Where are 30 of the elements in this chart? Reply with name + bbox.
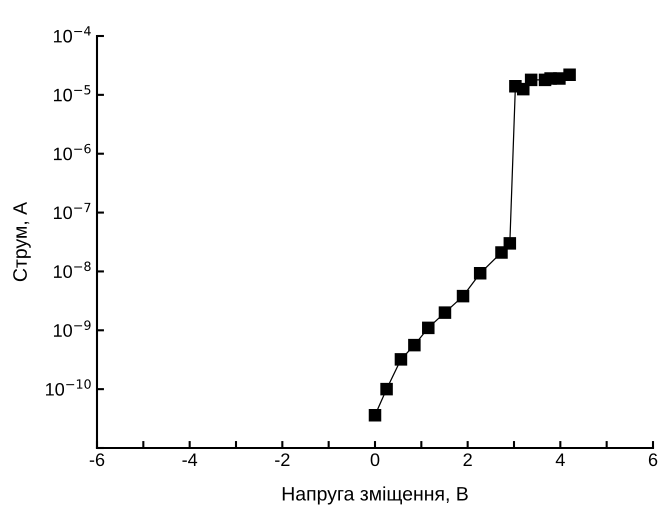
point <box>553 72 566 85</box>
x-tick-label: 6 <box>648 453 658 466</box>
y-tick-label: 10$^{−5}$ <box>54 85 90 102</box>
x-tick-label: 2 <box>464 453 472 466</box>
y-tick-label: 10$^{−8}$ <box>54 262 91 278</box>
point <box>394 353 408 366</box>
y-tick-label: 10$^{−7}$ <box>54 202 90 220</box>
point <box>474 267 486 280</box>
y-axis-title: Струм, А <box>13 202 31 282</box>
x-tick-label: -6 <box>90 453 104 466</box>
point <box>456 290 470 302</box>
point <box>504 237 516 250</box>
point <box>524 74 538 86</box>
y-tick-label: 10$^{−6}$ <box>54 144 91 160</box>
point <box>422 322 435 334</box>
x-axis-title: Напруга зміщення, В <box>282 486 468 504</box>
x-tick-label: 4 <box>556 454 565 466</box>
point <box>517 82 530 96</box>
point <box>368 409 382 422</box>
y-tick-label: 10$^{−9}$ <box>54 320 91 337</box>
x-tick-label: 0 <box>370 453 380 466</box>
y-tick-label: 10$^{−10}$ <box>46 379 91 396</box>
point <box>495 246 508 259</box>
point <box>438 306 452 319</box>
point <box>563 68 576 81</box>
x-tick-label: -2 <box>275 453 290 466</box>
point <box>380 382 393 396</box>
y-tick-label: 10$^{−4}$ <box>54 26 91 43</box>
x-tick-label: -4 <box>182 454 198 466</box>
point <box>408 338 421 352</box>
